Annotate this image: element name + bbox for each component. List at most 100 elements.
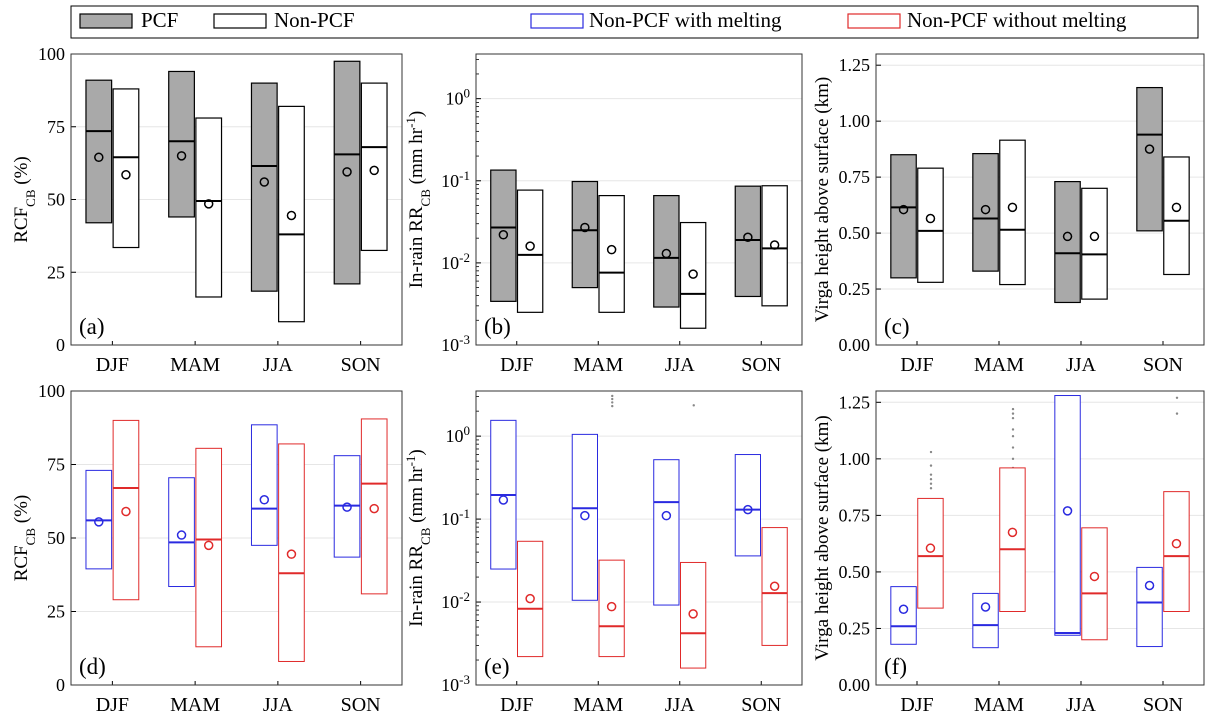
y-tick-label: 25 bbox=[47, 262, 65, 282]
panel-f: 0.00 0.25 0.50 0.75 1.00 1.25 DJF MAM JJA SON (f) V… bbox=[812, 390, 1205, 713]
y-axis-label: In-rain RRCB (mm hr-1) bbox=[403, 111, 433, 289]
box-b-0-3 bbox=[734, 185, 762, 298]
x-tick-label: JJA bbox=[1066, 354, 1097, 376]
y-tick-label: 0.75 bbox=[839, 505, 871, 525]
box-iqr bbox=[1136, 86, 1163, 232]
outlier-point bbox=[692, 404, 695, 407]
box-iqr bbox=[999, 467, 1026, 612]
y-tick-label: 1.00 bbox=[839, 111, 871, 131]
box-mean-marker bbox=[1089, 231, 1100, 242]
box-c-1-0 bbox=[917, 167, 944, 283]
outlier-point bbox=[1011, 446, 1015, 449]
outlier-point bbox=[611, 394, 614, 398]
box-iqr bbox=[653, 459, 680, 606]
outlier-point bbox=[1011, 412, 1015, 415]
box-iqr bbox=[490, 169, 517, 302]
box-mean-marker bbox=[342, 502, 352, 512]
box-a-1-2 bbox=[278, 105, 305, 323]
box-mean-marker bbox=[580, 222, 590, 233]
box-mean-marker bbox=[369, 503, 379, 514]
box-iqr bbox=[890, 154, 917, 279]
box-a-0-0 bbox=[85, 79, 113, 224]
box-f-0-0 bbox=[890, 586, 917, 645]
y-tick-label: 0 bbox=[56, 335, 65, 355]
box-mean-marker bbox=[369, 165, 379, 176]
box-e-1-0 bbox=[517, 540, 544, 658]
box-c-1-3 bbox=[1163, 156, 1190, 276]
box-mean-marker bbox=[898, 204, 909, 215]
box-c-0-1 bbox=[972, 153, 999, 272]
box-mean-marker bbox=[259, 177, 270, 187]
legend-swatch-1 bbox=[213, 13, 267, 29]
box-iqr bbox=[679, 221, 707, 329]
outlier-point bbox=[929, 450, 933, 454]
box-a-1-1 bbox=[195, 117, 223, 298]
box-d-1-0 bbox=[112, 419, 140, 601]
box-iqr bbox=[1081, 527, 1108, 641]
box-mean-marker bbox=[259, 495, 270, 505]
x-tick-label: DJF bbox=[900, 354, 933, 376]
y-tick-label: 10-3 bbox=[441, 672, 470, 696]
box-mean-marker bbox=[1144, 580, 1155, 591]
outlier-point bbox=[929, 482, 933, 485]
y-tick-label: 1.25 bbox=[839, 55, 871, 75]
box-mean-marker bbox=[121, 506, 131, 517]
box-f-1-3 bbox=[1163, 491, 1190, 612]
panel-e: 10-3 10-2 10-1 100 DJF MAM JJA SON (e) In-rain RR… bbox=[403, 390, 803, 713]
box-a-0-1 bbox=[168, 70, 195, 218]
box-d-1-3 bbox=[360, 418, 388, 595]
legend-label-2: Non-PCF with melting bbox=[589, 8, 782, 32]
box-c-0-3 bbox=[1136, 86, 1163, 232]
panel-a: 0 25 50 75 100 DJF MAM JJA SON (a) RCFCB (%) bbox=[11, 44, 403, 376]
box-mean-marker bbox=[342, 167, 352, 177]
panel-b: 10-3 10-2 10-1 100 DJF MAM JJA SON (b) In-rain RR… bbox=[403, 53, 803, 376]
box-iqr bbox=[917, 167, 944, 283]
axes-frame bbox=[875, 53, 1205, 346]
box-mean-marker bbox=[743, 232, 753, 243]
box-iqr bbox=[999, 139, 1026, 286]
box-b-1-0 bbox=[516, 189, 544, 313]
outlier-point bbox=[611, 401, 614, 404]
legend-label-0: PCF bbox=[141, 8, 178, 32]
outlier-point bbox=[1011, 407, 1015, 411]
box-iqr bbox=[761, 185, 788, 307]
x-tick-label: DJF bbox=[96, 354, 129, 376]
y-axis-label: Virga height above surface (km) bbox=[812, 77, 833, 322]
x-tick-label: MAM bbox=[974, 354, 1024, 376]
box-iqr bbox=[360, 82, 388, 252]
box-a-0-2 bbox=[250, 82, 278, 292]
box-mean-marker bbox=[1007, 202, 1018, 213]
box-f-0-2 bbox=[1054, 395, 1081, 636]
x-tick-label: SON bbox=[741, 354, 781, 376]
y-tick-label: 0 bbox=[56, 675, 65, 695]
box-mean-marker bbox=[1062, 506, 1073, 516]
x-tick-label: MAM bbox=[573, 694, 623, 713]
box-iqr bbox=[917, 497, 944, 609]
box-e-1-3 bbox=[761, 527, 788, 646]
box-mean-marker bbox=[94, 152, 104, 163]
box-iqr bbox=[360, 418, 388, 595]
panel-label: (f) bbox=[884, 654, 907, 679]
box-mean-marker bbox=[1062, 231, 1073, 242]
box-mean-marker bbox=[1144, 144, 1155, 154]
box-mean-marker bbox=[203, 540, 214, 551]
box-mean-marker bbox=[606, 244, 617, 255]
box-iqr bbox=[250, 424, 278, 546]
x-tick-label: SON bbox=[341, 694, 381, 713]
y-tick-label: 50 bbox=[47, 190, 65, 210]
box-d-0-0 bbox=[85, 469, 113, 570]
box-iqr bbox=[85, 79, 113, 224]
y-tick-label: 0.00 bbox=[839, 675, 871, 695]
panel-label: (b) bbox=[484, 314, 511, 339]
outlier-point bbox=[929, 478, 933, 481]
y-tick-label: 50 bbox=[47, 528, 65, 548]
box-mean-marker bbox=[980, 204, 991, 215]
box-a-1-0 bbox=[112, 88, 140, 249]
y-tick-label: 25 bbox=[47, 602, 65, 622]
y-tick-label: 10-2 bbox=[441, 589, 470, 613]
legend-swatch-0 bbox=[79, 13, 133, 29]
panel-d: 0 25 50 75 100 DJF MAM JJA SON (d) RCFCB (%) bbox=[11, 381, 403, 713]
box-mean-marker bbox=[980, 602, 991, 612]
